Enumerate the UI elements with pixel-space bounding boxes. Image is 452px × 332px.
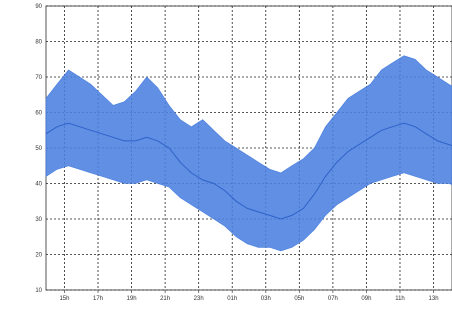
y-tick-label: 10 <box>35 288 42 294</box>
y-axis: 10 20 30 40 50 60 70 80 90 <box>35 4 42 294</box>
x-tick-label: 05h <box>294 296 304 302</box>
y-tick-label: 80 <box>35 40 42 46</box>
x-tick-label: 23h <box>194 296 204 302</box>
x-tick-label: 13h <box>429 296 439 302</box>
x-tick-label: 11h <box>395 296 405 302</box>
x-tick-label: 15h <box>59 296 69 302</box>
x-tick-label: 19h <box>127 296 137 302</box>
series-line <box>45 122 452 220</box>
x-tick-label: 09h <box>361 296 371 302</box>
y-tick-label: 30 <box>35 217 42 223</box>
x-tick-label: 07h <box>328 296 338 302</box>
series-area <box>45 55 452 252</box>
y-tick-label: 20 <box>35 253 42 259</box>
x-axis: 15h 17h 19h 21h 23h 01h 03h 05h 07h 09h 11h 13h <box>59 290 439 302</box>
x-tick-label: 21h <box>160 296 170 302</box>
y-tick-label: 50 <box>35 146 42 152</box>
y-tick-label: 70 <box>35 75 42 81</box>
y-tick-label: 90 <box>35 4 42 10</box>
x-tick-label: 17h <box>93 296 103 302</box>
series-band <box>45 55 452 252</box>
x-tick-label: 01h <box>227 296 237 302</box>
y-tick-label: 40 <box>35 182 42 188</box>
x-tick-label: 03h <box>261 296 271 302</box>
y-tick-label: 60 <box>35 111 42 117</box>
